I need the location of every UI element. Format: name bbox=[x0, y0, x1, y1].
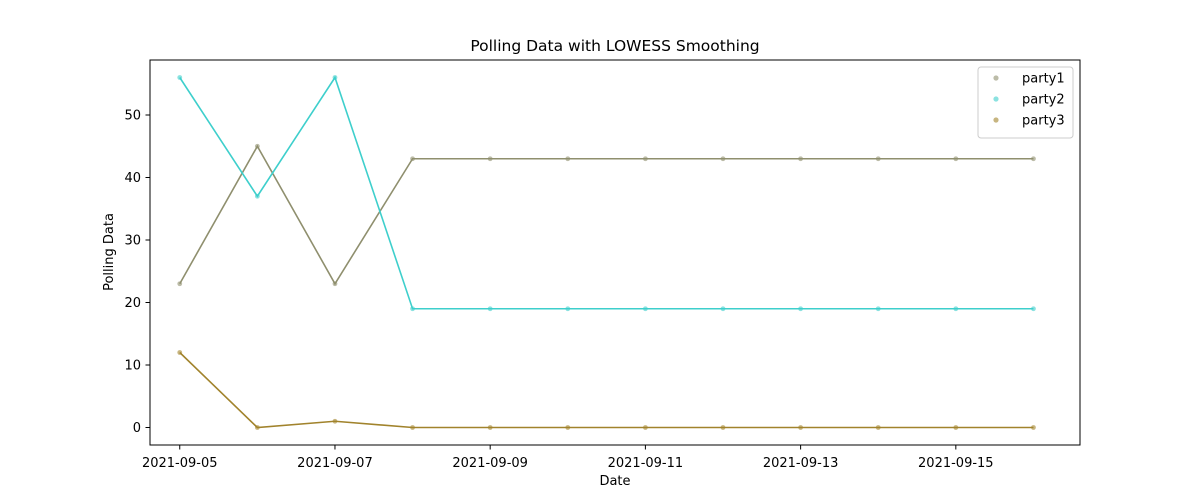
data-point-party2 bbox=[177, 75, 183, 80]
x-tick-label: 2021-09-13 bbox=[763, 456, 839, 471]
data-point-party3 bbox=[875, 425, 881, 430]
data-point-party1 bbox=[487, 156, 493, 162]
data-point-party3 bbox=[487, 425, 493, 430]
x-tick-label: 2021-09-15 bbox=[918, 456, 994, 471]
data-point-party1 bbox=[177, 281, 183, 287]
data-point-party3 bbox=[254, 425, 260, 430]
data-point-party2 bbox=[332, 75, 338, 80]
x-axis-label: Date bbox=[599, 474, 630, 489]
x-tick-label: 2021-09-07 bbox=[297, 456, 373, 471]
y-tick-label: 10 bbox=[124, 359, 141, 374]
data-point-party1 bbox=[254, 143, 260, 149]
data-point-party2 bbox=[798, 306, 804, 312]
series-line-party1 bbox=[179, 144, 1034, 286]
chart-title: Polling Data with LOWESS Smoothing bbox=[470, 37, 759, 55]
x-tick-label: 2021-09-11 bbox=[608, 456, 684, 471]
data-point-party3 bbox=[643, 425, 648, 430]
series-line-party2 bbox=[179, 75, 1034, 310]
legend-label-party2: party2 bbox=[1022, 93, 1065, 108]
data-point-party1 bbox=[410, 156, 415, 162]
data-point-party3 bbox=[177, 350, 183, 355]
legend-label-party1: party1 bbox=[1022, 72, 1065, 87]
data-point-party1 bbox=[1031, 156, 1036, 162]
x-tick-label: 2021-09-05 bbox=[142, 456, 218, 471]
data-point-party3 bbox=[410, 425, 415, 430]
plot-frame bbox=[149, 59, 1081, 446]
x-tick-label: 2021-09-09 bbox=[452, 456, 528, 471]
legend-marker-party1 bbox=[993, 75, 999, 81]
data-point-party2 bbox=[487, 306, 493, 312]
data-point-party2 bbox=[410, 306, 415, 312]
data-point-party2 bbox=[875, 306, 881, 312]
y-tick-label: 30 bbox=[124, 234, 141, 249]
data-point-party1 bbox=[643, 156, 648, 162]
data-point-party2 bbox=[643, 306, 648, 312]
data-point-party1 bbox=[332, 281, 338, 287]
data-point-party3 bbox=[565, 425, 571, 430]
series-line-party3 bbox=[179, 351, 1034, 429]
data-point-party2 bbox=[1031, 306, 1036, 312]
data-point-party3 bbox=[798, 425, 804, 430]
legend-label-party3: party3 bbox=[1022, 114, 1065, 129]
data-point-party3 bbox=[720, 425, 726, 430]
series-layer bbox=[177, 75, 1036, 430]
y-tick-label: 20 bbox=[124, 296, 141, 311]
legend-marker-party3 bbox=[993, 117, 999, 123]
data-point-party3 bbox=[1031, 425, 1036, 430]
legend: party1 party2 party3 bbox=[977, 66, 1074, 139]
data-point-party1 bbox=[720, 156, 726, 162]
data-point-party2 bbox=[565, 306, 571, 312]
y-tick-label: 0 bbox=[133, 421, 141, 436]
data-point-party1 bbox=[953, 156, 959, 162]
x-axis-ticks: 2021-09-05 2021-09-07 2021-09-09 2021-09-11… bbox=[142, 445, 994, 471]
data-point-party1 bbox=[798, 156, 804, 162]
legend-box bbox=[977, 66, 1074, 139]
data-point-party2 bbox=[953, 306, 959, 312]
data-point-party1 bbox=[875, 156, 881, 162]
data-point-party3 bbox=[953, 425, 959, 430]
y-axis-ticks: 0 10 20 30 40 50 bbox=[124, 109, 150, 436]
data-point-party2 bbox=[720, 306, 726, 312]
y-axis-label: Polling Data bbox=[102, 213, 117, 291]
y-tick-label: 40 bbox=[124, 171, 141, 186]
y-tick-label: 50 bbox=[124, 109, 141, 124]
legend-marker-party2 bbox=[993, 96, 999, 102]
data-point-party1 bbox=[565, 156, 571, 162]
data-point-party3 bbox=[332, 418, 338, 424]
data-point-party2 bbox=[254, 193, 260, 199]
